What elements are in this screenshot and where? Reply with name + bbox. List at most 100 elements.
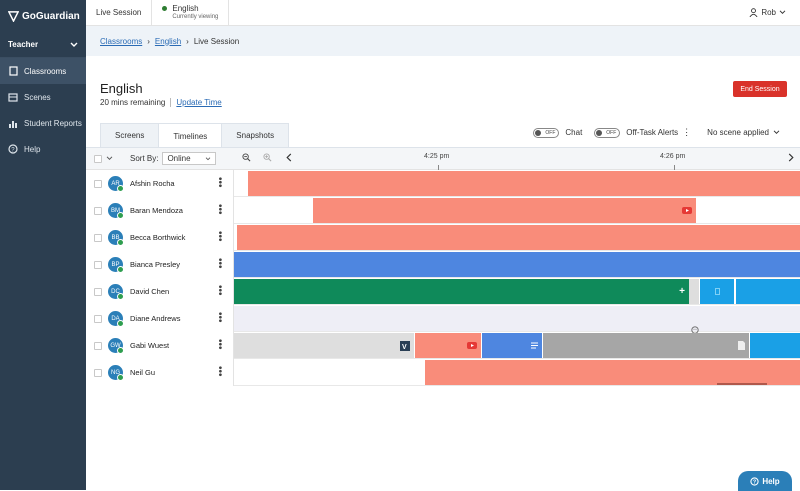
avatar[interactable]: DA	[108, 311, 124, 327]
shield-icon	[8, 10, 19, 22]
timeline-segment[interactable]	[313, 198, 696, 223]
avatar[interactable]: DC	[108, 284, 124, 300]
student-name[interactable]: Gabi Wuest	[130, 341, 170, 350]
svg-text:V: V	[402, 344, 407, 351]
timeline-segment[interactable]	[234, 252, 800, 277]
tab-screens[interactable]: Screens	[100, 123, 160, 147]
student-name[interactable]: Baran Mendoza	[130, 206, 183, 215]
timeline-segment[interactable]	[234, 306, 800, 331]
goguardian-logo[interactable]: GoGuardian	[0, 0, 86, 32]
tab-snapshots[interactable]: Snapshots	[221, 123, 290, 147]
chevron-right-icon[interactable]	[788, 153, 794, 164]
sidebar-item-scenes[interactable]: Scenes	[0, 84, 86, 110]
scroll-indicator	[717, 383, 767, 385]
off-task-alerts-toggle[interactable]: OFF	[594, 127, 621, 138]
student-info: DA Diane Andrews •••	[86, 305, 234, 332]
student-checkbox[interactable]	[94, 314, 102, 323]
page-title: English	[100, 81, 143, 96]
student-checkbox[interactable]	[94, 233, 102, 242]
off-task-alerts-label: Off-Task Alerts	[626, 128, 679, 137]
more-vertical-icon[interactable]: •••	[214, 285, 225, 296]
student-checkbox[interactable]	[94, 206, 102, 215]
zoom-in-icon[interactable]	[263, 153, 272, 164]
timeline-segment[interactable]	[237, 225, 800, 250]
avatar[interactable]: BP	[108, 257, 124, 273]
timeline-segment[interactable]	[750, 333, 800, 358]
student-checkbox[interactable]	[94, 341, 102, 350]
document-icon	[531, 342, 538, 349]
student-row: BB Becca Borthwick •••	[86, 224, 800, 251]
student-row: BP Bianca Presley •••	[86, 251, 800, 278]
tab-timelines[interactable]: Timelines	[158, 123, 223, 148]
more-vertical-icon[interactable]: •••	[214, 204, 225, 215]
student-info: BM Baran Mendoza •••	[86, 197, 234, 224]
breadcrumb-classrooms[interactable]: Classrooms	[100, 36, 143, 46]
student-info: BB Becca Borthwick •••	[86, 224, 234, 251]
timeline-segment[interactable]	[736, 279, 800, 304]
sidebar-item-classrooms[interactable]: Classrooms	[0, 58, 86, 84]
timeline-segment[interactable]	[415, 333, 481, 358]
student-checkbox[interactable]	[94, 368, 102, 377]
class-name: English	[172, 3, 199, 13]
timeline-track	[234, 197, 800, 224]
student-name[interactable]: Afshin Rocha	[130, 179, 175, 188]
more-vertical-icon[interactable]: ⋮	[682, 127, 692, 137]
avatar[interactable]: BB	[108, 230, 124, 246]
update-time-link[interactable]: Update Time	[176, 98, 222, 107]
current-class-tab[interactable]: English Currently viewing	[152, 0, 230, 26]
student-name[interactable]: Bianca Presley	[130, 260, 181, 269]
student-checkbox[interactable]	[94, 287, 102, 296]
more-vertical-icon[interactable]: •••	[214, 231, 225, 242]
timeline-segment[interactable]: V	[234, 333, 414, 358]
more-vertical-icon[interactable]: •••	[214, 312, 225, 323]
select-all-checkbox[interactable]	[94, 154, 102, 163]
timeline-segment[interactable]: +	[234, 279, 689, 304]
live-session-tab[interactable]: Live Session	[86, 0, 153, 26]
chevron-right-icon: ›	[186, 36, 189, 46]
sort-value: Online	[167, 154, 191, 163]
student-name[interactable]: Neil Gu	[130, 368, 156, 377]
sidebar-item-help[interactable]: ? Help	[0, 136, 86, 162]
sort-label: Sort By:	[130, 154, 159, 163]
breadcrumb-english[interactable]: English	[154, 36, 182, 46]
chevron-left-icon[interactable]	[286, 153, 292, 164]
svg-text:?: ?	[11, 147, 15, 153]
sidebar-item-student-reports[interactable]: Student Reports	[0, 110, 86, 136]
student-checkbox[interactable]	[94, 260, 102, 269]
brand-name: GoGuardian	[22, 10, 80, 22]
student-name[interactable]: David Chen	[130, 287, 170, 296]
user-menu[interactable]: Rob	[749, 8, 800, 17]
avatar[interactable]: GW	[108, 338, 124, 354]
timeline-segment[interactable]	[689, 279, 699, 304]
timeline-track	[234, 359, 800, 386]
bar-chart-icon	[8, 118, 18, 128]
avatar[interactable]: BM	[108, 203, 124, 219]
student-info: NG Neil Gu •••	[86, 359, 234, 386]
timeline-segment[interactable]	[248, 171, 800, 196]
avatar[interactable]: AR	[108, 176, 124, 192]
timeline-segment[interactable]	[543, 333, 749, 358]
more-vertical-icon[interactable]: •••	[214, 366, 225, 377]
breadcrumb: Classrooms › English › Live Session	[86, 26, 800, 56]
chat-toggle[interactable]: OFF	[533, 127, 560, 138]
help-button[interactable]: ? Help	[738, 471, 792, 491]
role-selector[interactable]: Teacher	[0, 32, 86, 58]
more-vertical-icon[interactable]: •••	[214, 258, 225, 269]
student-name[interactable]: Diane Andrews	[130, 314, 181, 323]
more-vertical-icon[interactable]: •••	[214, 177, 225, 188]
student-name[interactable]: Becca Borthwick	[130, 233, 186, 242]
timeline-segment[interactable]	[482, 333, 542, 358]
avatar[interactable]: NG	[108, 365, 124, 381]
timeline-segment[interactable]	[700, 279, 734, 304]
zoom-out-icon[interactable]	[242, 153, 251, 164]
student-info: BP Bianca Presley •••	[86, 251, 234, 278]
chevron-down-icon[interactable]	[106, 156, 113, 161]
sort-select[interactable]: Online	[162, 152, 217, 165]
more-vertical-icon[interactable]: •••	[214, 339, 225, 350]
student-checkbox[interactable]	[94, 179, 102, 188]
timeline-segment[interactable]	[425, 360, 800, 385]
student-row: GW Gabi Wuest ••• V	[86, 332, 800, 359]
student-info: DC David Chen •••	[86, 278, 234, 305]
scene-selector[interactable]: No scene applied	[707, 128, 780, 137]
end-session-button[interactable]: End Session	[733, 81, 787, 97]
